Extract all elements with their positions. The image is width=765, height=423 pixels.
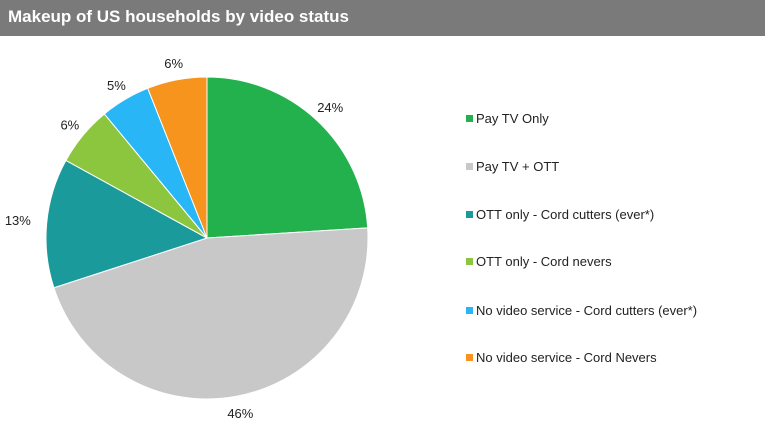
slice-label: 24%: [317, 100, 343, 115]
legend-item: Pay TV + OTT: [466, 158, 726, 175]
pie-slice: [206, 76, 369, 239]
legend-label: Pay TV + OTT: [476, 159, 560, 174]
slice-label: 6%: [60, 118, 79, 133]
legend-swatch: [466, 307, 473, 314]
pie-slice: [147, 76, 208, 239]
legend-label: OTT only - Cord cutters (ever*): [476, 207, 655, 222]
legend-label: No video service - Cord cutters (ever*): [476, 303, 698, 318]
slice-label: 5%: [107, 78, 126, 93]
legend-label: No video service - Cord Nevers: [476, 350, 657, 365]
legend-item: OTT only - Cord cutters (ever*): [466, 206, 726, 223]
chart-title: Makeup of US households by video status: [8, 7, 349, 26]
pie-chart: 24% 46% 13% 6% 5% 6%: [5, 56, 369, 421]
legend-swatch: [466, 115, 473, 122]
legend-swatch: [466, 211, 473, 218]
pie-slice: [53, 227, 369, 400]
slice-label: 6%: [164, 56, 183, 71]
title-bar: Makeup of US households by video status: [0, 0, 765, 36]
legend-item: No video service - Cord Nevers: [466, 349, 726, 366]
legend-swatch: [466, 258, 473, 265]
legend-item: Pay TV Only: [466, 110, 726, 127]
legend-swatch: [466, 354, 473, 361]
slice-label: 46%: [227, 406, 253, 421]
legend-label: Pay TV Only: [476, 111, 549, 126]
slice-label: 13%: [5, 213, 31, 228]
legend-label: OTT only - Cord nevers: [476, 254, 612, 269]
legend-swatch: [466, 163, 473, 170]
legend-item: No video service - Cord cutters (ever*): [466, 302, 716, 319]
pie-slice: [45, 159, 209, 289]
legend-item: OTT only - Cord nevers: [466, 253, 726, 270]
